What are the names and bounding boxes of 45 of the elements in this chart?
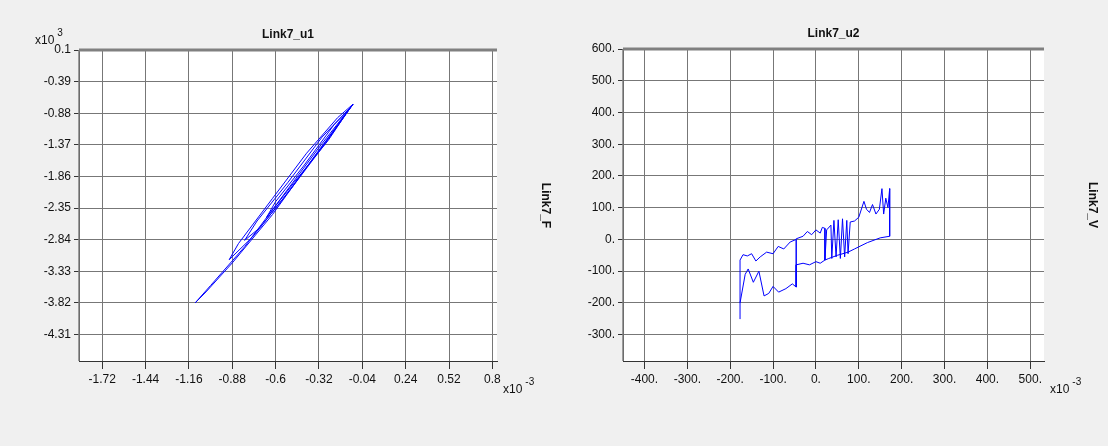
y-tick-label: 300. — [591, 136, 615, 151]
x-axis-title: x10-3 — [503, 376, 535, 396]
y-tick-label: 0. — [604, 231, 615, 246]
x-tick-label: 500. — [1018, 371, 1042, 386]
x-tick-label: -300. — [673, 371, 701, 386]
y-tick-label: -100. — [587, 263, 615, 278]
y-tick-label: -2.84 — [43, 232, 72, 247]
chart-title: Link7_u2 — [807, 26, 860, 40]
y-tick-label: -300. — [587, 326, 615, 341]
y-tick-label: -3.82 — [43, 295, 72, 310]
x-tick-label: 200. — [889, 371, 914, 386]
x-tick-label: -1.72 — [88, 371, 117, 386]
x-tick-label: -400. — [630, 371, 659, 386]
y-tick-label: -4.31 — [43, 326, 72, 341]
x-tick-label: -0.88 — [218, 371, 247, 386]
x-tick-label: -100. — [759, 371, 787, 386]
y-tick-label: -1.37 — [43, 137, 72, 152]
y-tick-label: -2.35 — [43, 200, 72, 215]
y-tick-label: 200. — [591, 168, 615, 183]
x-tick-label: 0.24 — [393, 371, 418, 386]
x-tick-label: -1.44 — [131, 371, 160, 386]
x-tick-label: -200. — [716, 371, 744, 386]
y-tick-label: 100. — [591, 200, 615, 215]
x-tick-label: 0.52 — [437, 371, 462, 386]
x-tick-label: -0.32 — [305, 371, 333, 386]
x-tick-label: -0.04 — [348, 371, 377, 386]
chart-title: Link7_u1 — [261, 27, 315, 41]
x-tick-label: 0.8 — [484, 371, 502, 386]
y-tick-label: -200. — [587, 295, 615, 310]
y-tick-label: -3.33 — [43, 263, 72, 278]
x-tick-label: -0.6 — [265, 371, 287, 386]
x-axis-title: x10-3 — [1050, 376, 1082, 396]
x-tick-label: 100. — [847, 371, 871, 386]
y-axis-title: Link7_V — [1086, 181, 1100, 229]
x-tick-label: 0. — [810, 371, 821, 386]
x-tick-label: 400. — [975, 371, 1000, 386]
y-tick-label: 600. — [591, 41, 615, 56]
y-axis-title: Link7_F — [539, 182, 553, 229]
y-tick-label: -0.88 — [43, 105, 72, 120]
y-tick-label: 500. — [591, 73, 615, 88]
y-tick-label: 400. — [591, 104, 615, 119]
y-tick-label: -0.39 — [43, 73, 72, 88]
x-tick-label: 300. — [932, 371, 957, 386]
x-tick-label: -1.16 — [175, 371, 203, 386]
y-tick-label: -1.86 — [43, 168, 72, 183]
